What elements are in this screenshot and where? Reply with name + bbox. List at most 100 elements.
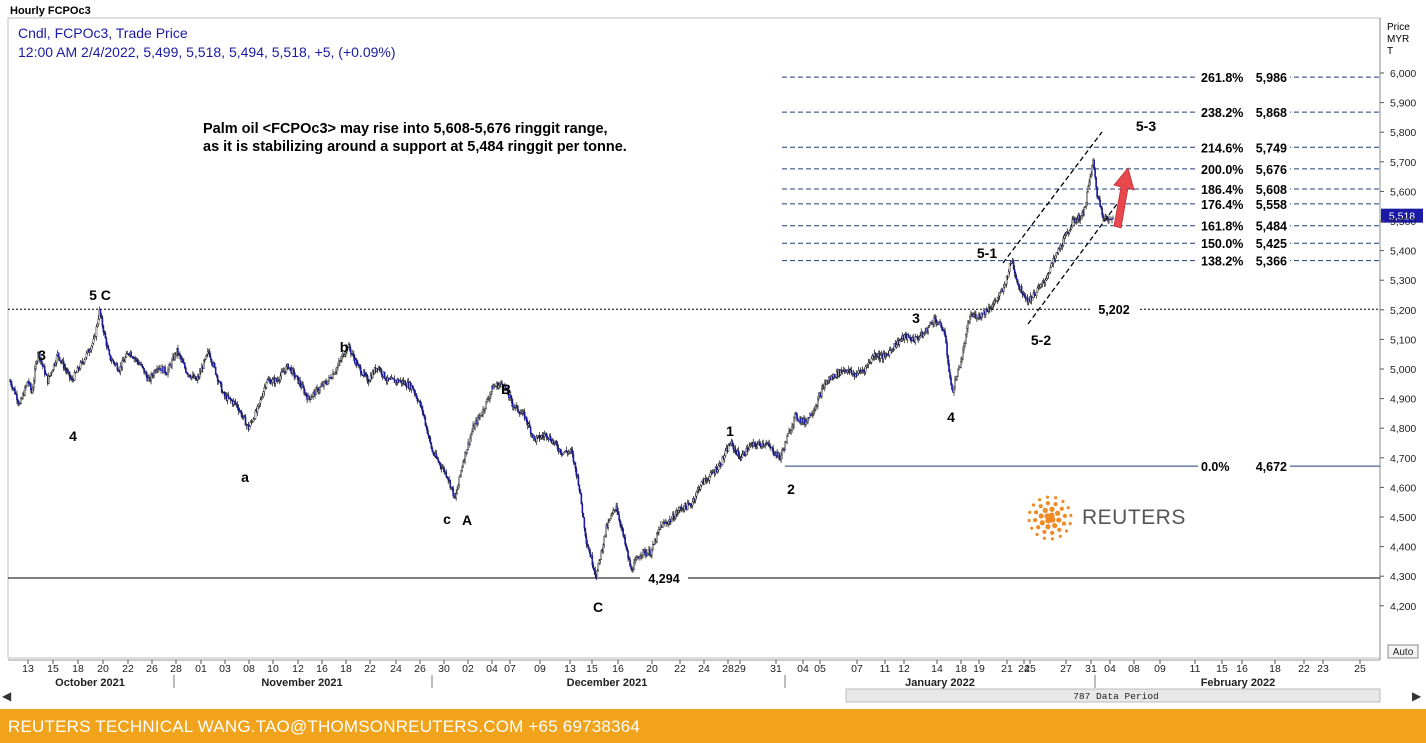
candle — [47, 372, 50, 385]
candle — [1100, 204, 1102, 210]
wave-label: 5-2 — [1031, 332, 1051, 348]
candle — [864, 364, 867, 375]
candle — [331, 376, 333, 380]
scroll-left-arrow-icon[interactable]: ◀ — [2, 689, 12, 703]
candle — [951, 382, 953, 391]
candle — [968, 320, 970, 324]
candle — [769, 443, 771, 451]
candle — [223, 391, 226, 400]
candle — [1079, 215, 1082, 224]
x-tick-label: 16 — [1236, 663, 1248, 675]
candle — [69, 374, 72, 381]
candle — [206, 348, 209, 358]
candle — [186, 371, 188, 375]
footer-bar: REUTERS TECHNICAL WANG.TAO@THOMSONREUTER… — [0, 709, 1426, 743]
candle — [943, 328, 945, 335]
x-tick-label: 15 — [1216, 663, 1228, 675]
wave-label: 5 C — [89, 287, 111, 303]
candle — [391, 377, 394, 380]
candle — [349, 343, 351, 352]
candle — [121, 356, 124, 371]
x-tick-label: 18 — [1269, 663, 1281, 675]
fib-value-label: 4,672 — [1256, 460, 1287, 474]
reuters-logo-text: REUTERS — [1082, 506, 1186, 529]
candle — [340, 356, 342, 363]
candle — [216, 374, 219, 386]
candle — [131, 355, 134, 359]
candle — [954, 375, 956, 391]
candle — [995, 300, 998, 302]
candle — [445, 469, 448, 479]
candle — [39, 351, 41, 363]
candle — [632, 565, 634, 573]
candle — [422, 409, 425, 417]
wave-label: A — [462, 512, 472, 528]
x-tick-label: 08 — [243, 663, 255, 675]
candle — [65, 367, 68, 375]
candle — [237, 404, 240, 415]
candle — [1085, 202, 1087, 210]
candle — [210, 358, 213, 366]
candle — [384, 377, 387, 381]
candle — [337, 362, 339, 371]
candle — [507, 385, 509, 395]
candle — [752, 438, 755, 448]
candle — [581, 501, 584, 517]
fib-value-label: 5,608 — [1256, 183, 1287, 197]
candle — [630, 563, 632, 571]
candle — [924, 328, 926, 336]
candle — [505, 386, 507, 392]
candle — [40, 356, 43, 366]
candle — [49, 372, 52, 378]
candle — [870, 355, 873, 365]
candle — [487, 396, 489, 401]
candle — [156, 365, 158, 374]
y-tick-label: 4,400 — [1390, 542, 1416, 554]
candle — [867, 358, 870, 369]
candle — [199, 368, 202, 375]
candle — [1107, 216, 1109, 224]
fib-label-bg — [1198, 218, 1290, 233]
candle — [949, 369, 951, 380]
candle — [900, 336, 903, 342]
x-tick-label: 31 — [1085, 663, 1097, 675]
candle — [101, 315, 104, 329]
candle — [429, 435, 432, 445]
candle — [249, 420, 252, 428]
candle — [756, 441, 759, 450]
candle — [241, 412, 244, 420]
candle — [279, 372, 282, 383]
y-tick-label: 4,800 — [1390, 423, 1416, 435]
candle — [334, 371, 336, 375]
candle — [360, 370, 363, 376]
candle — [969, 314, 971, 325]
auto-scale-button[interactable] — [1387, 644, 1419, 659]
candle — [538, 432, 541, 442]
candle — [652, 540, 654, 552]
candle — [36, 359, 38, 365]
candle — [598, 558, 601, 566]
x-tick-label: 15 — [47, 663, 59, 675]
candle — [786, 433, 788, 445]
candle — [918, 335, 921, 341]
candle — [533, 435, 536, 441]
candle — [792, 423, 794, 431]
candle — [291, 367, 294, 377]
candle — [229, 396, 232, 404]
candle — [577, 473, 580, 486]
candle — [180, 354, 182, 363]
candle — [113, 361, 116, 367]
month-label: February 2022 — [1201, 677, 1276, 689]
candle — [589, 548, 592, 558]
candle — [30, 381, 32, 394]
period-label: 787 Data Period — [1073, 691, 1159, 702]
period-scroll-bar[interactable] — [845, 688, 1381, 703]
candlestick-chart[interactable]: 5,202 4,294 261.8% 5,986 238.2% 5,868 214.6% 5,… — [0, 0, 1426, 709]
x-tick-label: 04 — [797, 663, 809, 675]
candle — [411, 385, 414, 389]
y-tick-label: 5,600 — [1390, 186, 1416, 198]
scroll-right-arrow-icon[interactable]: ▶ — [1412, 689, 1422, 703]
candle — [1096, 186, 1098, 200]
candle — [451, 486, 453, 492]
candle — [945, 334, 947, 344]
